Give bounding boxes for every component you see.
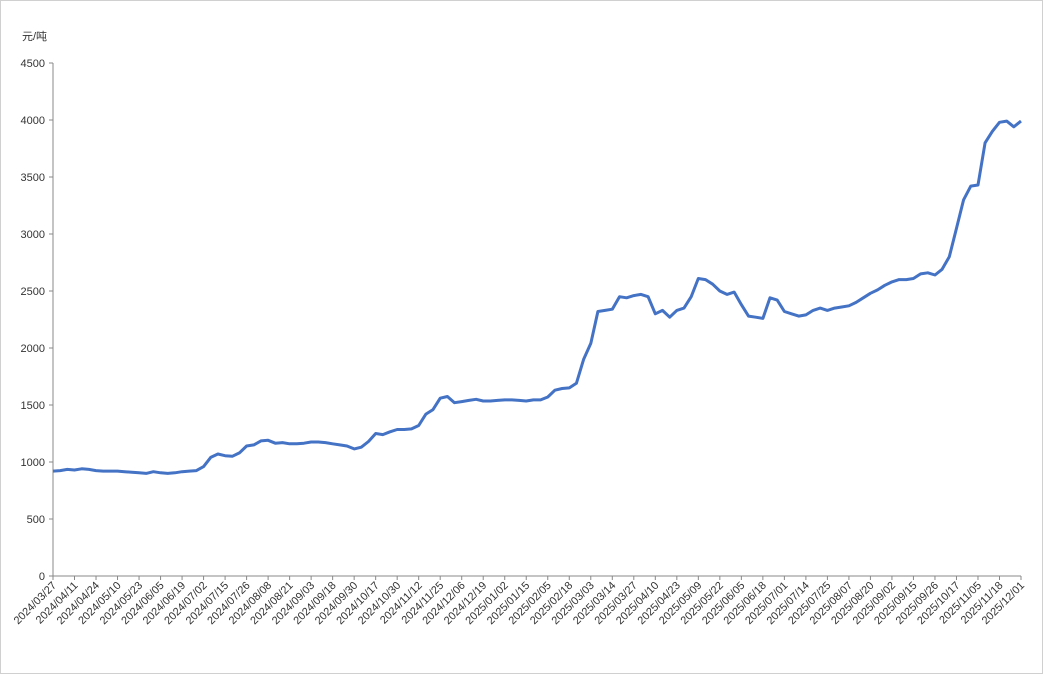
y-axis-unit: 元/吨 (22, 30, 47, 43)
line-series (52, 119, 1022, 475)
y-tick-label: 2500 (21, 286, 45, 298)
y-tick-label: 3000 (21, 229, 45, 241)
y-tick-label: 500 (27, 514, 45, 526)
y-tick-label: 2000 (21, 343, 45, 355)
y-tick-label: 1000 (21, 457, 45, 469)
y-tick-label: 4000 (21, 115, 45, 127)
y-tick-label: 4500 (21, 58, 45, 70)
y-tick-label: 1500 (21, 400, 45, 412)
y-tick-label: 3500 (21, 172, 45, 184)
y-tick-label: 0 (39, 571, 45, 583)
